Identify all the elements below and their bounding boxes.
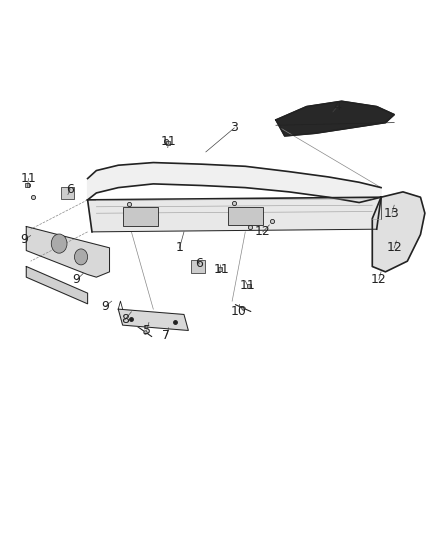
Text: 11: 11	[213, 263, 229, 276]
Polygon shape	[372, 192, 425, 272]
Text: 9: 9	[73, 273, 81, 286]
Polygon shape	[26, 266, 88, 304]
Polygon shape	[88, 197, 381, 232]
FancyBboxPatch shape	[228, 207, 263, 225]
Bar	[191, 260, 205, 273]
Circle shape	[51, 234, 67, 253]
Polygon shape	[118, 309, 188, 330]
Polygon shape	[26, 227, 110, 277]
Text: 12: 12	[371, 273, 387, 286]
Text: 6: 6	[66, 183, 74, 196]
Text: 5: 5	[143, 324, 151, 337]
Text: 9: 9	[20, 233, 28, 246]
Text: 12: 12	[255, 225, 271, 238]
Text: 11: 11	[240, 279, 255, 292]
Circle shape	[74, 249, 88, 265]
Text: 1: 1	[176, 241, 184, 254]
Bar	[61, 187, 74, 199]
Text: 8: 8	[121, 313, 129, 326]
Polygon shape	[88, 163, 381, 203]
FancyBboxPatch shape	[123, 207, 158, 226]
Text: 13: 13	[384, 207, 400, 220]
Text: 10: 10	[231, 305, 247, 318]
Text: 7: 7	[162, 329, 170, 342]
Text: 9: 9	[101, 300, 109, 313]
Text: 3: 3	[230, 122, 238, 134]
Text: 12: 12	[386, 241, 402, 254]
Text: 11: 11	[161, 135, 177, 148]
Text: 4: 4	[333, 100, 341, 113]
Text: 6: 6	[195, 257, 203, 270]
Text: 11: 11	[21, 172, 36, 185]
Polygon shape	[276, 101, 394, 136]
